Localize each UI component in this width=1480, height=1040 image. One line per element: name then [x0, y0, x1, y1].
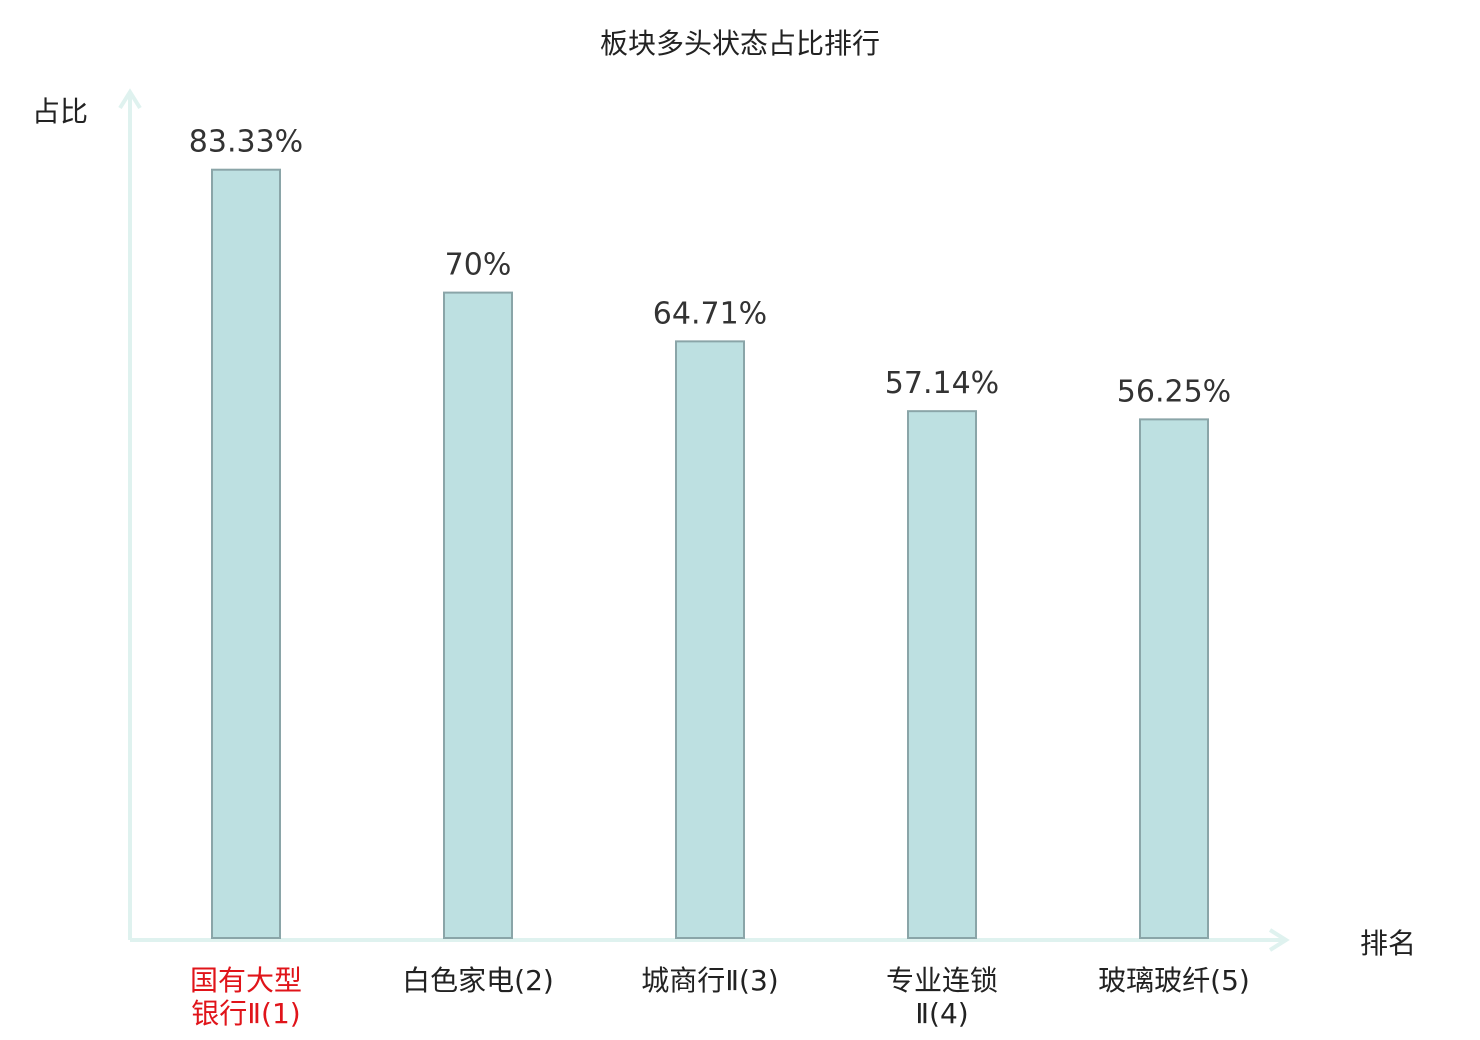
bar-2: [443, 291, 513, 940]
category-label-line: 国有大型: [189, 964, 302, 997]
category-label-4: 专业连锁 Ⅱ(4): [842, 964, 1042, 1030]
category-label-line: 白色家电(2): [402, 964, 554, 997]
category-label-line: 专业连锁: [885, 964, 998, 997]
bar-4: [907, 410, 977, 939]
value-label-3: 64.71%: [653, 296, 767, 331]
category-label-2: 白色家电(2): [378, 964, 578, 997]
category-label-5: 玻璃玻纤(5): [1074, 964, 1274, 997]
value-label-4: 57.14%: [885, 366, 999, 401]
x-axis-arrow: [1268, 928, 1290, 952]
category-label-line: Ⅱ(4): [915, 997, 969, 1030]
axes: [118, 88, 1290, 952]
category-label-line: 银行Ⅱ(1): [191, 997, 301, 1030]
bar-3: [675, 340, 745, 940]
chart-title: 板块多头状态占比排行: [599, 27, 880, 60]
bars: [211, 168, 1209, 940]
category-label-line: 玻璃玻纤(5): [1098, 964, 1250, 997]
value-labels: 83.33% 70% 64.71% 57.14% 56.25%: [189, 125, 1231, 410]
category-label-line: 城商行Ⅱ(3): [641, 964, 779, 997]
value-label-5: 56.25%: [1117, 374, 1231, 409]
value-label-2: 70%: [445, 248, 512, 283]
category-label-1: 国有大型 银行Ⅱ(1): [146, 964, 346, 1030]
y-axis-label: 占比: [32, 95, 89, 128]
bar-5: [1139, 418, 1209, 939]
x-axis-label: 排名: [1360, 927, 1417, 960]
value-label-1: 83.33%: [189, 125, 303, 160]
y-axis-arrow: [118, 88, 142, 110]
category-label-3: 城商行Ⅱ(3): [610, 964, 810, 997]
bar-1: [211, 168, 281, 940]
